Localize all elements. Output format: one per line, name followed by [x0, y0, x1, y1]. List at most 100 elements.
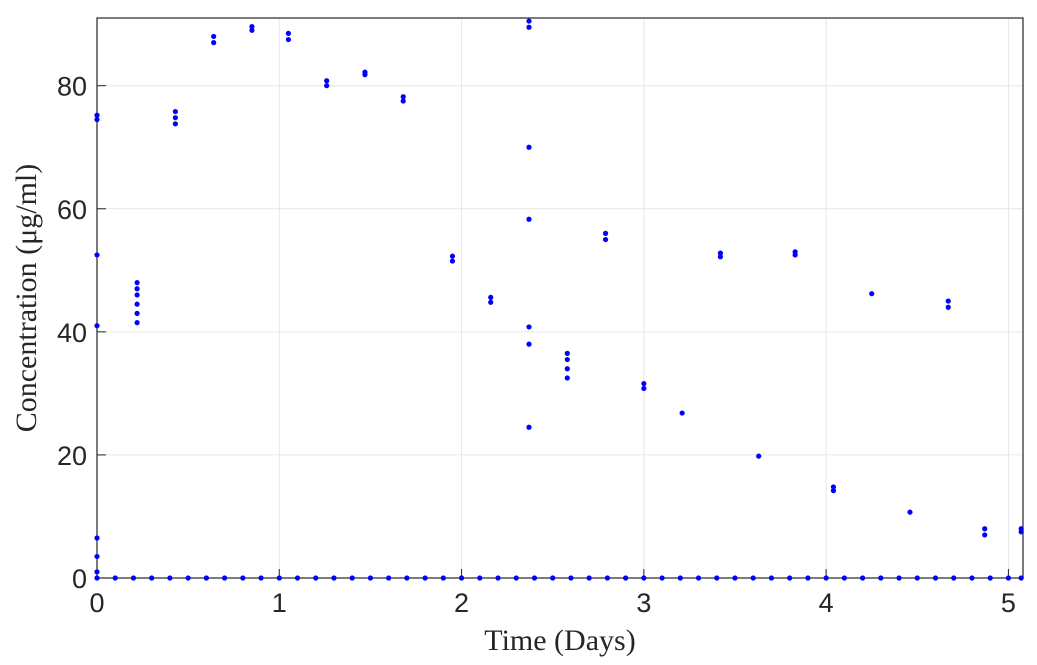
point	[324, 83, 330, 89]
point	[564, 350, 570, 356]
point	[172, 108, 178, 115]
point	[240, 575, 246, 581]
point	[94, 575, 100, 581]
point	[750, 575, 756, 581]
point	[932, 575, 939, 581]
x-tick-label: 0	[89, 588, 104, 618]
point	[564, 356, 570, 363]
point	[768, 575, 775, 581]
point	[134, 320, 140, 326]
point	[830, 484, 837, 490]
point	[969, 575, 975, 581]
point	[602, 230, 609, 236]
point	[641, 380, 647, 387]
point	[488, 294, 494, 300]
point	[331, 575, 337, 581]
point	[134, 310, 140, 316]
point	[134, 280, 140, 286]
point	[586, 575, 592, 581]
point	[568, 575, 574, 581]
point	[526, 24, 532, 30]
x-tick-label: 5	[1001, 588, 1016, 618]
point	[1018, 575, 1024, 581]
point	[203, 575, 209, 581]
point	[679, 410, 685, 416]
x-tick-label: 2	[454, 588, 469, 618]
point	[400, 94, 406, 100]
point	[732, 575, 738, 581]
point	[823, 575, 829, 581]
point	[422, 575, 428, 581]
point	[294, 575, 301, 581]
point	[677, 575, 683, 581]
point	[449, 253, 456, 259]
point	[172, 121, 178, 127]
point	[211, 40, 217, 46]
x-tick-label: 1	[272, 588, 287, 618]
point	[526, 341, 532, 347]
point	[982, 526, 988, 532]
point	[841, 575, 847, 581]
point	[945, 304, 951, 310]
point	[717, 254, 724, 260]
point	[112, 575, 118, 581]
x-tick-label: 4	[819, 588, 834, 618]
point	[604, 575, 610, 581]
point	[526, 144, 532, 150]
point	[564, 366, 570, 372]
point	[878, 575, 884, 581]
point	[550, 575, 556, 581]
point	[249, 24, 255, 30]
y-axis-label: Concentration (μg/ml)	[10, 164, 43, 433]
point	[526, 324, 532, 330]
point	[94, 535, 100, 541]
point	[914, 575, 920, 581]
point	[367, 575, 374, 581]
point	[526, 18, 532, 24]
point	[945, 298, 951, 304]
point	[134, 286, 140, 292]
point	[859, 575, 866, 581]
point	[285, 30, 291, 36]
point	[869, 291, 875, 297]
point	[349, 575, 355, 581]
point	[185, 575, 191, 581]
point	[695, 575, 702, 581]
point	[787, 575, 793, 581]
point	[641, 575, 647, 581]
point	[400, 98, 406, 104]
point	[94, 252, 100, 258]
point	[1018, 526, 1024, 532]
point	[987, 575, 993, 581]
point	[623, 575, 629, 581]
point	[951, 575, 957, 581]
point	[149, 575, 155, 581]
point	[172, 115, 178, 121]
y-tick-label: 40	[57, 318, 87, 348]
point	[714, 575, 720, 581]
point	[134, 292, 140, 298]
y-tick-label: 0	[72, 564, 87, 594]
point	[896, 575, 902, 581]
point	[130, 575, 137, 581]
plot-frame	[96, 17, 1024, 579]
point	[94, 323, 100, 329]
point	[449, 258, 456, 264]
point	[362, 69, 368, 75]
point	[805, 575, 811, 581]
point	[982, 532, 988, 538]
point	[531, 575, 538, 581]
point	[488, 299, 494, 305]
point	[526, 424, 532, 430]
point	[94, 569, 100, 575]
point	[1005, 575, 1012, 581]
point	[258, 575, 264, 581]
point	[285, 36, 291, 43]
point	[477, 575, 483, 581]
point	[458, 575, 465, 581]
point	[167, 575, 173, 581]
point	[440, 575, 446, 581]
point	[513, 575, 519, 581]
point	[386, 575, 392, 581]
